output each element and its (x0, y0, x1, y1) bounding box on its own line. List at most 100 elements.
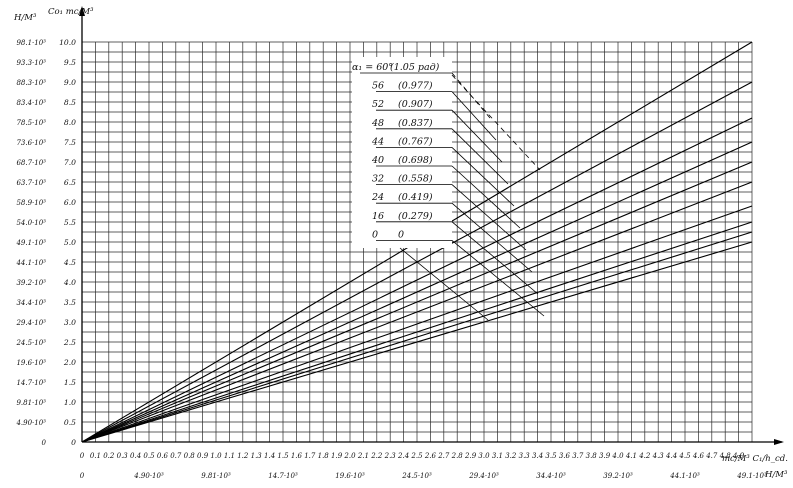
x-tick-secondary-8: 39.2·10³ (603, 472, 633, 480)
legend-leader-8 (451, 221, 539, 295)
y-tick-secondary-17: 83.4·10³ (16, 99, 46, 107)
legend-angle-4: 44 (371, 136, 384, 147)
x-tick-primary-20: 2.0 (343, 452, 356, 460)
y-tick-secondary-10: 49.1·10³ (15, 239, 46, 247)
legend-radians-2: (0.907) (398, 99, 433, 110)
x-tick-primary-48: 4.8 (719, 452, 732, 460)
x-tick-secondary-3: 14.7·10³ (268, 472, 298, 480)
legend-angle-6: 32 (372, 174, 384, 185)
legend-radians-6: (0.558) (398, 174, 433, 185)
y-tick-secondary-9: 44.1·10³ (15, 259, 46, 267)
legend-radians-3: (0.837) (398, 118, 433, 129)
series-line-9 (81, 241, 753, 443)
y-tick-primary-7: 3.5 (64, 298, 76, 307)
x-tick-secondary-7: 34.4·10³ (536, 472, 566, 480)
y-tick-primary-4: 2.0 (63, 358, 76, 367)
x-tick-secondary-4: 19.6·10³ (335, 472, 365, 480)
y-tick-primary-15: 7.5 (64, 138, 76, 147)
x-tick-primary-15: 1.5 (277, 452, 289, 460)
legend-radians-8: (0.279) (398, 211, 433, 222)
y-tick-primary-20: 10.0 (59, 38, 76, 47)
legend-radians-1: (0.977) (398, 81, 433, 92)
x-tick-primary-4: 0.4 (130, 452, 141, 460)
legend-angle-9: 0 (372, 229, 378, 240)
legend-leader-2 (451, 109, 503, 163)
x-tick-primary-18: 1.8 (318, 452, 330, 460)
y-tick-primary-5: 2.5 (63, 338, 76, 347)
axes (79, 6, 784, 445)
x-tick-primary-9: 0.9 (197, 452, 209, 460)
legend-angle-7: 24 (371, 192, 384, 203)
y-tick-secondary-7: 34.4·10³ (16, 299, 46, 307)
legend-leader-3 (451, 128, 509, 185)
legend-radians-7: (0.419) (398, 192, 433, 203)
legend-angle-5: 40 (371, 155, 384, 166)
x-tick-primary-33: 3.3 (519, 452, 531, 460)
x-tick-primary-10: 1.0 (210, 452, 222, 460)
y-tick-secondary-2: 9.81·10³ (16, 399, 46, 407)
x-axis-label-secondary: H/M³ (764, 470, 788, 480)
x-tick-primary-42: 4.2 (638, 452, 651, 460)
x-tick-primary-0: 0 (80, 452, 85, 460)
y-tick-secondary-12: 58.9·10³ (16, 199, 46, 207)
y-tick-primary-8: 4.0 (63, 278, 76, 287)
x-tick-primary-26: 2.6 (424, 452, 437, 460)
series-line-2 (81, 117, 753, 443)
x-tick-primary-25: 2.5 (410, 452, 423, 460)
series-line-7 (81, 221, 753, 443)
x-tick-primary-43: 4.3 (652, 452, 665, 460)
legend-panel (352, 57, 452, 248)
y-tick-primary-0: 0 (71, 438, 76, 447)
x-tick-primary-16: 1.6 (291, 452, 303, 460)
x-axis-label: mc/M³ C₁/h_cd. (722, 454, 788, 464)
legend-leader-4 (451, 147, 515, 207)
legend: α₁ = 60°(1.05 рад) 56 (0.977) 52 (0.907) 48 (0… (352, 57, 545, 321)
x-axis-arrow (774, 439, 784, 445)
y-tick-primary-17: 8.5 (64, 98, 76, 107)
y-tick-secondary-6: 29.4·10³ (15, 319, 46, 327)
x-tick-secondary-6: 29.4·10³ (468, 472, 499, 480)
y-axis-label-primary: Co₁ mc/M³ (48, 7, 94, 17)
x-tick-primary-27: 2.7 (437, 452, 450, 460)
x-tick-primary-7: 0.7 (170, 452, 182, 460)
legend-radians-0: (1.05 рад) (390, 62, 440, 73)
x-tick-primary-28: 2.8 (451, 452, 464, 460)
x-tick-secondary-9: 44.1·10³ (669, 472, 700, 480)
y-tick-secondary-18: 88.3·10³ (16, 79, 46, 87)
x-tick-primary-19: 1.9 (331, 452, 343, 460)
legend-leader-5 (451, 165, 521, 229)
y-tick-primary-6: 3.0 (64, 318, 76, 327)
y-axis-label-secondary: H/M³ (13, 13, 37, 23)
x-tick-secondary-2: 9.81·10³ (201, 472, 231, 480)
legend-angle-8: 16 (372, 211, 384, 222)
y-tick-primary-1: 0.5 (64, 418, 76, 427)
x-tick-primary-2: 0.2 (103, 452, 115, 460)
x-tick-primary-3: 0.3 (117, 452, 129, 460)
x-tick-secondary-5: 24.5·10³ (401, 472, 432, 480)
x-tick-primary-23: 2.3 (384, 452, 397, 460)
x-tick-primary-44: 4.4 (665, 452, 677, 460)
x-tick-primary-32: 3.2 (505, 452, 517, 460)
y-tick-primary-19: 9.5 (64, 58, 76, 67)
y-tick-primary-9: 4.5 (63, 258, 76, 267)
legend-radians-9: 0 (398, 229, 404, 240)
x-tick-primary-17: 1.7 (304, 452, 316, 460)
y-tick-secondary-19: 93.3·10³ (16, 59, 46, 67)
series-line-6 (81, 205, 753, 443)
y-tick-primary-14: 7.0 (64, 158, 76, 167)
y-tick-primary-11: 5.5 (64, 218, 76, 227)
legend-leader-6 (451, 184, 527, 251)
y-tick-secondary-13: 63.7·10³ (16, 179, 46, 187)
x-tick-primary-12: 1.2 (237, 452, 249, 460)
x-tick-primary-40: 4.0 (611, 452, 624, 460)
x-tick-primary-35: 3.5 (545, 452, 557, 460)
x-tick-primary-6: 0.6 (157, 452, 169, 460)
y-tick-secondary-8: 39.2·10³ (16, 279, 46, 287)
y-tick-primary-10: 5.0 (64, 238, 76, 247)
y-tick-secondary-20: 98.1·10³ (16, 39, 46, 47)
legend-leader-zero (399, 247, 489, 321)
x-tick-primary-8: 0.8 (184, 452, 196, 460)
legend-radians-5: (0.698) (398, 155, 433, 166)
x-tick-primary-11: 1.1 (224, 452, 235, 460)
